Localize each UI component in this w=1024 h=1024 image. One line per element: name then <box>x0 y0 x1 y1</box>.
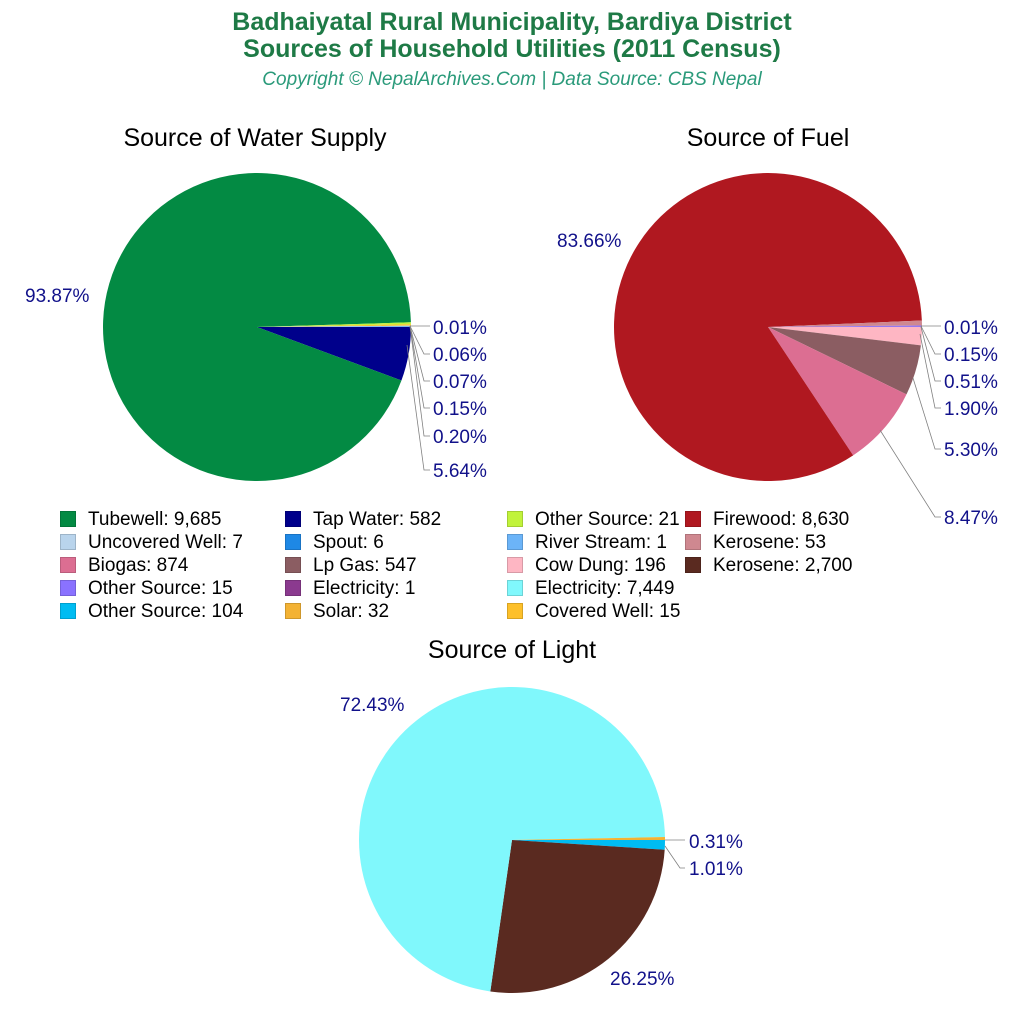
legend-item: Uncovered Well: 7 <box>60 533 243 553</box>
legend-swatch <box>507 511 523 527</box>
copyright-subtitle: Copyright © NepalArchives.Com | Data Sou… <box>262 69 762 90</box>
legend-swatch <box>285 603 301 619</box>
legend-label: Kerosene: 53 <box>713 532 827 553</box>
percent-label: 0.31% <box>689 832 743 853</box>
fuel-pie: 83.66% 0.01% 0.15% 0.51% 1.90% 5.30% 8.47% <box>557 173 998 529</box>
pie-slice <box>768 327 921 395</box>
legend-swatch <box>507 603 523 619</box>
legend-label: Spout: 6 <box>313 532 384 553</box>
legend-label: Solar: 32 <box>313 601 390 622</box>
legend-swatch <box>507 534 523 550</box>
legend-label: Other Source: 104 <box>88 601 244 622</box>
percent-label: 26.25% <box>610 969 675 990</box>
legend-item: Other Source: 104 <box>60 602 243 622</box>
percent-label: 0.51% <box>944 372 998 393</box>
pie-slice <box>768 325 922 327</box>
legend-swatch <box>507 557 523 573</box>
light-pie: 72.43% 26.25% 0.31% 1.01% <box>340 687 743 993</box>
legend-item: Tap Water: 582 <box>285 510 441 530</box>
legend-label: River Stream: 1 <box>535 532 667 553</box>
legend-label: Covered Well: 15 <box>535 601 681 622</box>
legend-swatch <box>60 511 76 527</box>
legend-swatch <box>285 580 301 596</box>
legend-item: Tubewell: 9,685 <box>60 510 221 530</box>
pie-slice <box>512 837 665 840</box>
legend-swatch <box>507 580 523 596</box>
legend-item: Kerosene: 2,700 <box>685 556 852 576</box>
pie-slice <box>257 327 411 381</box>
legend-label: Lp Gas: 547 <box>313 555 417 576</box>
legend-swatch <box>285 557 301 573</box>
percent-label: 5.30% <box>944 440 998 461</box>
percent-label: 0.15% <box>433 399 487 420</box>
legend-label: Other Source: 15 <box>88 578 233 599</box>
percent-label: 72.43% <box>340 695 405 716</box>
chart-title-line2: Sources of Household Utilities (2011 Cen… <box>243 35 781 63</box>
legend-item: Kerosene: 53 <box>685 533 826 553</box>
water-pie: 93.87% 0.01% 0.06% 0.07% 0.15% 0.20% 5.64% <box>25 172 487 482</box>
percent-label: 0.06% <box>433 345 487 366</box>
legend-item: Electricity: 1 <box>285 579 415 599</box>
percent-label: 1.01% <box>689 859 743 880</box>
legend-swatch <box>60 557 76 573</box>
pie-slice <box>613 173 922 482</box>
legend-item: Covered Well: 15 <box>507 602 680 622</box>
pie-slice <box>768 320 922 327</box>
fuel-chart-title: Source of Fuel <box>686 124 850 152</box>
legend-label: Uncovered Well: 7 <box>88 532 243 553</box>
legend-swatch <box>60 603 76 619</box>
legend-item: Biogas: 874 <box>60 556 188 576</box>
pie-slice <box>257 322 411 327</box>
legend-swatch <box>285 511 301 527</box>
percent-label: 0.07% <box>433 372 487 393</box>
percent-label: 0.20% <box>433 427 487 448</box>
percent-label: 93.87% <box>25 286 90 307</box>
chart-title-line1: Badhaiyatal Rural Municipality, Bardiya … <box>232 8 792 36</box>
pie-slice <box>512 840 665 850</box>
legend-item: Solar: 32 <box>285 602 389 622</box>
legend-label: Other Source: 21 <box>535 509 680 530</box>
percent-label: 1.90% <box>944 399 998 420</box>
pie-slice <box>359 687 665 992</box>
legend-label: Electricity: 7,449 <box>535 578 675 599</box>
legend-item: Other Source: 21 <box>507 510 680 530</box>
legend-label: Kerosene: 2,700 <box>713 555 853 576</box>
percent-label: 5.64% <box>433 461 487 482</box>
legend-swatch <box>60 580 76 596</box>
legend-item: Cow Dung: 196 <box>507 556 666 576</box>
pie-slice <box>768 327 922 346</box>
pie-slice <box>103 172 411 481</box>
legend-item: River Stream: 1 <box>507 533 667 553</box>
water-chart-title: Source of Water Supply <box>123 124 387 152</box>
legend-label: Cow Dung: 196 <box>535 555 666 576</box>
legend-label: Firewood: 8,630 <box>713 509 850 530</box>
legend-item: Spout: 6 <box>285 533 384 553</box>
legend-swatch <box>60 534 76 550</box>
legend-label: Biogas: 874 <box>88 555 189 576</box>
legend-label: Tap Water: 582 <box>313 509 442 530</box>
pie-slice <box>257 324 411 327</box>
percent-label: 0.01% <box>944 318 998 339</box>
legend-item: Electricity: 7,449 <box>507 579 674 599</box>
legend-item: Lp Gas: 547 <box>285 556 417 576</box>
percent-label: 83.66% <box>557 231 622 252</box>
legend-label: Tubewell: 9,685 <box>88 509 222 530</box>
legend-item: Firewood: 8,630 <box>685 510 849 530</box>
pie-slice <box>768 327 907 456</box>
legend-label: Electricity: 1 <box>313 578 416 599</box>
legend-swatch <box>285 534 301 550</box>
pie-slice <box>490 840 665 993</box>
legend-swatch <box>685 557 701 573</box>
legend-swatch <box>685 534 701 550</box>
legend-swatch <box>685 511 701 527</box>
pie-slice <box>257 325 411 327</box>
percent-label: 0.01% <box>433 318 487 339</box>
legend-item: Other Source: 15 <box>60 579 233 599</box>
light-chart-title: Source of Light <box>427 636 597 664</box>
pie-slice <box>257 326 411 327</box>
percent-label: 8.47% <box>944 508 998 529</box>
percent-label: 0.15% <box>944 345 998 366</box>
